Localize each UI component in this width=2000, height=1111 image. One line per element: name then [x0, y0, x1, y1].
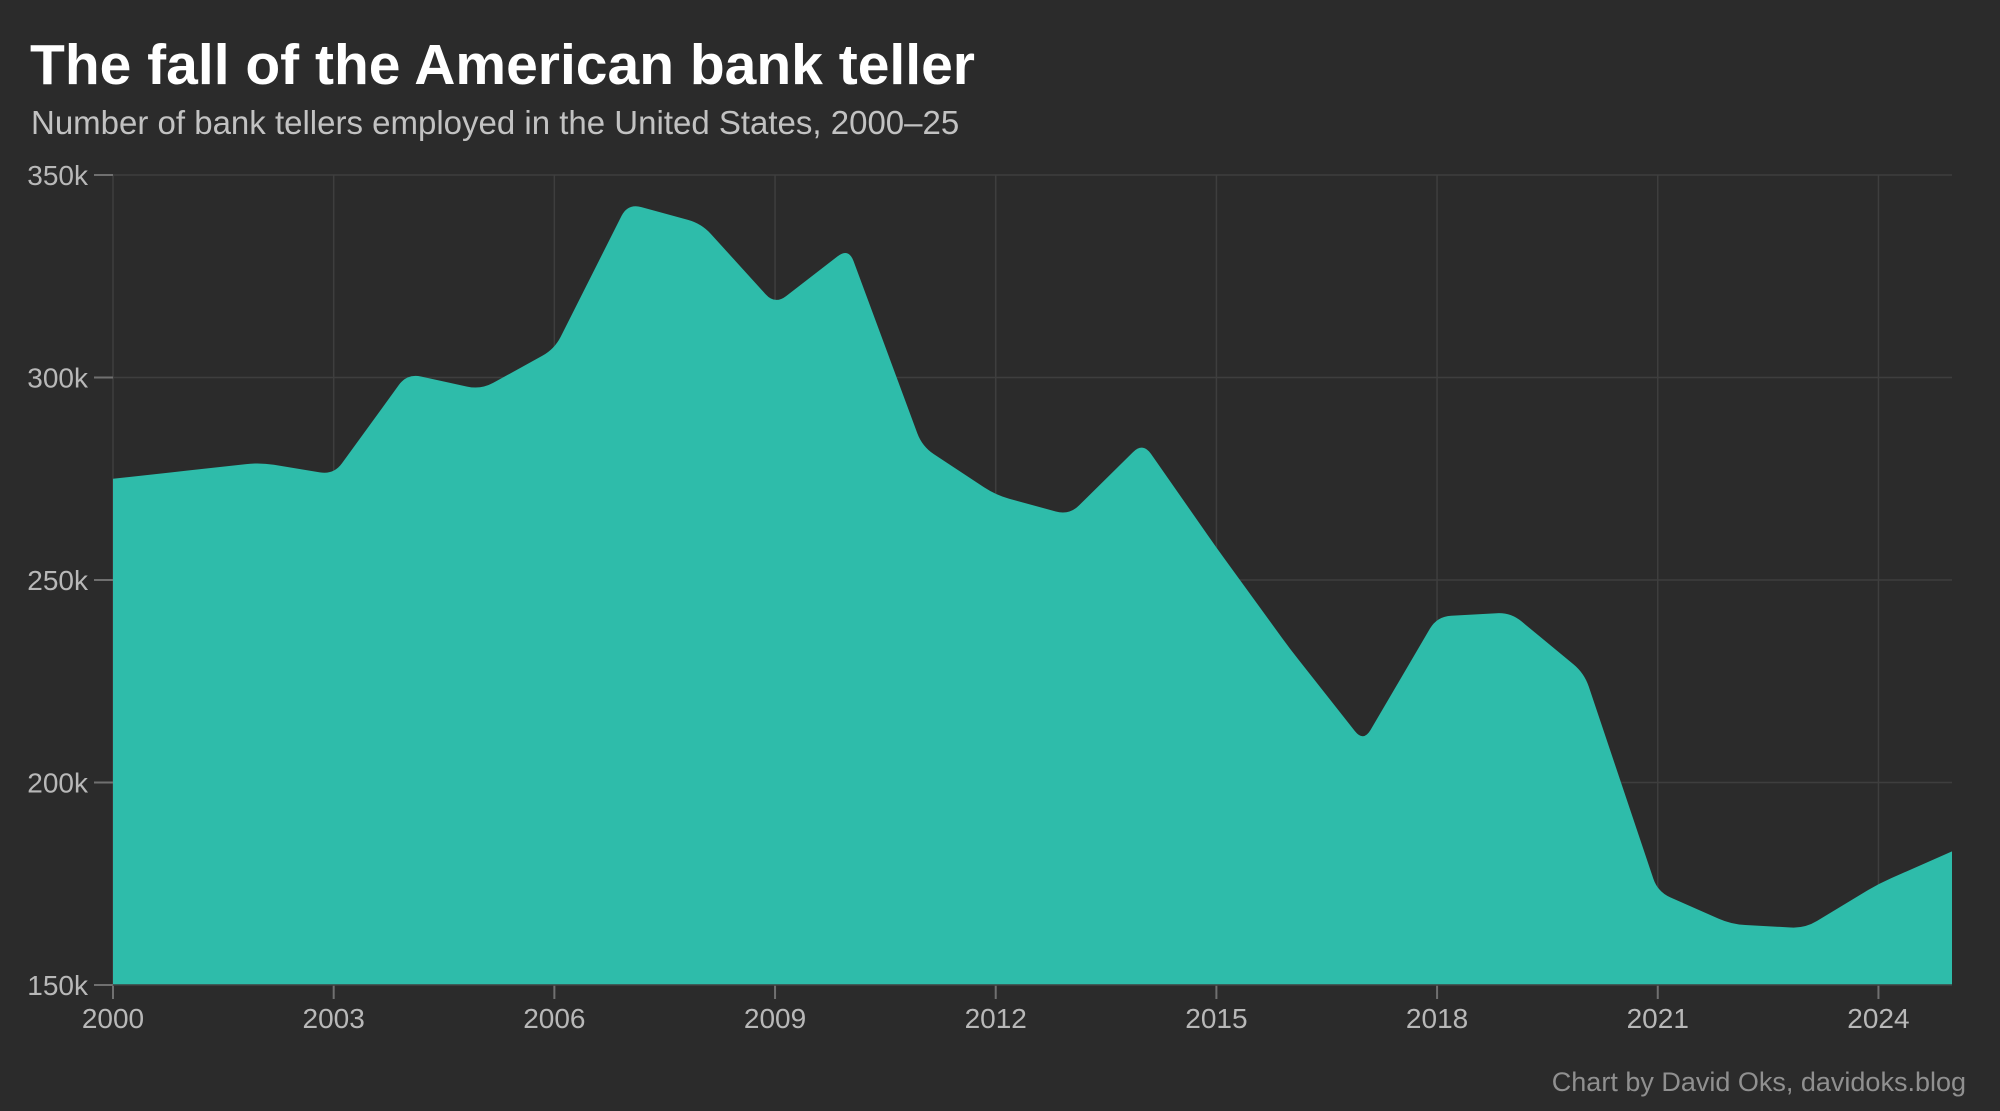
x-tick-label-2012: 2012 — [965, 1003, 1027, 1034]
x-tick-label-2021: 2021 — [1627, 1003, 1689, 1034]
area-series-bank-tellers — [113, 206, 1952, 985]
x-tick-label-2015: 2015 — [1185, 1003, 1247, 1034]
chart-title: The fall of the American bank teller — [30, 33, 975, 97]
y-tick-label-300k: 300k — [27, 363, 89, 394]
y-tick-label-250k: 250k — [27, 565, 89, 596]
x-tick-label-2000: 2000 — [82, 1003, 144, 1034]
y-tick-label-150k: 150k — [27, 970, 89, 1001]
y-tick-label-200k: 200k — [27, 768, 89, 799]
x-tick-label-2006: 2006 — [523, 1003, 585, 1034]
x-tick-label-2018: 2018 — [1406, 1003, 1468, 1034]
chart-subtitle: Number of bank tellers employed in the U… — [31, 104, 960, 141]
x-tick-label-2009: 2009 — [744, 1003, 806, 1034]
x-tick-label-2003: 2003 — [303, 1003, 365, 1034]
x-tick-label-2024: 2024 — [1847, 1003, 1909, 1034]
chart-credit: Chart by David Oks, davidoks.blog — [1551, 1067, 1966, 1097]
y-tick-label-350k: 350k — [27, 160, 89, 191]
